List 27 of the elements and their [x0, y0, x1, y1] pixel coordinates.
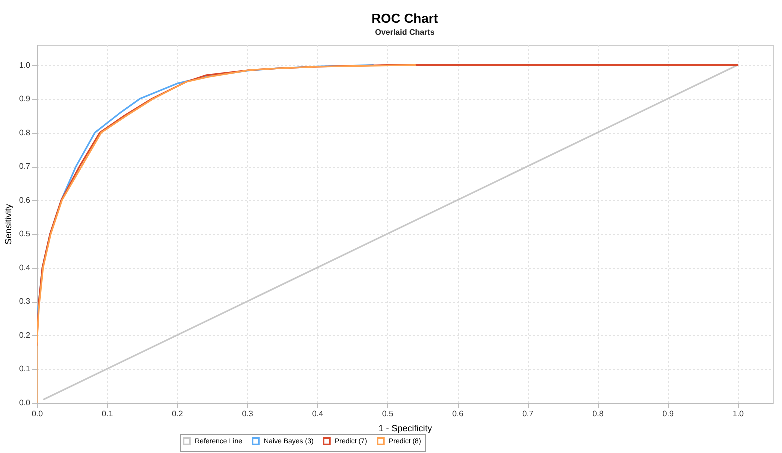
- x-tick-label: 1.0: [732, 410, 745, 418]
- y-tick-label: 0.7: [19, 162, 32, 172]
- x-tick-label: 0.8: [592, 410, 604, 418]
- y-tick-label: 0.4: [19, 263, 32, 272]
- x-tick-label: 0.7: [522, 410, 534, 418]
- y-tick-label: 0.3: [19, 297, 32, 306]
- x-tick-label: 0.1: [102, 410, 114, 418]
- y-tick-label: 0.5: [19, 230, 32, 239]
- x-tick-label: 0.2: [172, 410, 184, 418]
- x-tick-label: 0.9: [662, 410, 674, 418]
- line-series: [37, 64, 416, 403]
- y-axis-title: Sensitivity: [3, 204, 14, 245]
- x-tick-label: 0.6: [452, 410, 464, 418]
- y-tick-label: 0.6: [19, 196, 32, 205]
- y-tick-label: 0.2: [19, 330, 32, 340]
- chart-title: ROC Chart: [372, 11, 439, 26]
- y-tick-label: 0.8: [19, 128, 32, 138]
- x-axis-title: 1 - Specificity: [378, 424, 433, 434]
- x-tick-label: 0.5: [382, 410, 394, 418]
- x-tick-label: 0.3: [242, 410, 254, 418]
- y-tick-label: 0.9: [19, 94, 32, 104]
- x-tick-label: 0.4: [312, 410, 324, 418]
- y-tick-label: 1.0: [19, 60, 32, 70]
- y-tick-label: 0.1: [19, 364, 32, 374]
- y-tick-label: 0.0: [19, 398, 32, 408]
- chart-subtitle: Overlaid Charts: [375, 28, 436, 37]
- x-tick-label: 0.0: [32, 410, 44, 418]
